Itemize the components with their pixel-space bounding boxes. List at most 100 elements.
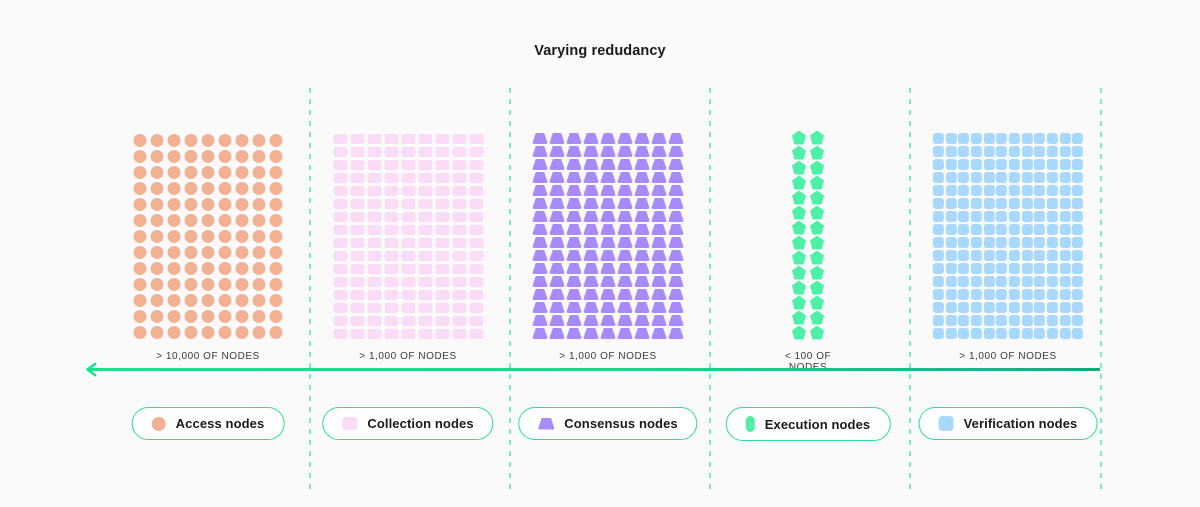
node-glyph [532,315,548,326]
node-glyph [1034,263,1046,274]
node-glyph [1072,133,1084,144]
node-glyph [1072,211,1084,222]
node-glyph [384,224,398,235]
node-glyph [367,315,381,326]
node-glyph [583,263,599,274]
node-glyph [1046,198,1058,209]
node-glyph [167,309,181,323]
node-glyph [1034,146,1046,157]
node-glyph [218,293,232,307]
node-glyph [945,198,957,209]
node-glyph [634,211,650,222]
node-glyph [452,146,466,157]
node-glyph [1034,172,1046,183]
node-glyph [549,315,565,326]
node-glyph [218,245,232,259]
node-glyph [333,146,347,157]
node-glyph [668,276,684,287]
node-glyph [452,250,466,261]
node-glyph [651,172,667,183]
node-glyph [617,198,633,209]
node-glyph [133,309,147,323]
node-glyph [418,159,432,170]
node-glyph [932,315,944,326]
node-glyph [810,160,824,175]
node-glyph [566,185,582,196]
node-glyph [1072,250,1084,261]
node-glyph [983,276,995,287]
legend-pill-verification[interactable]: Verification nodes [918,407,1098,440]
node-glyph [401,185,415,196]
node-glyph [983,198,995,209]
node-glyph [566,250,582,261]
node-glyph [133,165,147,179]
node-glyph [1059,250,1071,261]
node-glyph [651,159,667,170]
node-glyph [810,280,824,295]
node-glyph [1008,172,1020,183]
node-glyph [350,302,364,313]
node-glyph [532,211,548,222]
node-glyph [583,328,599,339]
node-glyph [218,149,232,163]
node-glyph [792,310,806,325]
node-glyph [469,159,483,170]
node-glyph [634,250,650,261]
column-divider-2 [709,88,711,490]
node-glyph [983,289,995,300]
node-glyph [600,211,616,222]
node-glyph [932,289,944,300]
node-glyph [401,263,415,274]
node-glyph [401,146,415,157]
node-grid-collection [332,132,485,340]
node-glyph [469,211,483,222]
node-glyph [634,276,650,287]
node-glyph [566,328,582,339]
node-glyph [218,181,232,195]
node-glyph [350,146,364,157]
node-glyph [469,237,483,248]
legend-pill-access[interactable]: Access nodes [131,407,285,440]
node-glyph [133,229,147,243]
legend-pill-collection[interactable]: Collection nodes [322,407,494,440]
legend-pill-execution[interactable]: Execution nodes [725,407,891,441]
redundancy-axis-line [88,368,1100,371]
node-glyph [668,328,684,339]
node-glyph [184,229,198,243]
node-glyph [218,133,232,147]
node-glyph [810,295,824,310]
node-glyph [1034,328,1046,339]
node-glyph [150,245,164,259]
node-count-caption-execution: < 100 OF NODES [784,351,832,373]
node-glyph [996,133,1008,144]
node-glyph [668,172,684,183]
node-glyph [367,198,381,209]
node-glyph [932,172,944,183]
node-glyph [583,133,599,144]
node-glyph [350,198,364,209]
capsule-swatch-icon [745,416,755,432]
node-glyph [532,250,548,261]
node-glyph [566,276,582,287]
node-glyph [269,197,283,211]
node-glyph [566,133,582,144]
node-glyph [996,328,1008,339]
node-glyph [970,224,982,235]
node-glyph [566,172,582,183]
page-title: Varying redudancy [534,43,666,59]
legend-pill-consensus[interactable]: Consensus nodes [518,407,698,440]
node-glyph [218,165,232,179]
node-glyph [367,328,381,339]
node-glyph [1021,224,1033,235]
node-glyph [600,263,616,274]
node-glyph [668,315,684,326]
node-glyph [1059,289,1071,300]
node-glyph [932,250,944,261]
node-glyph [418,263,432,274]
column-divider-0 [309,88,311,490]
node-glyph [184,149,198,163]
node-glyph [1046,172,1058,183]
node-glyph [1059,315,1071,326]
node-glyph [532,159,548,170]
node-glyph [600,159,616,170]
